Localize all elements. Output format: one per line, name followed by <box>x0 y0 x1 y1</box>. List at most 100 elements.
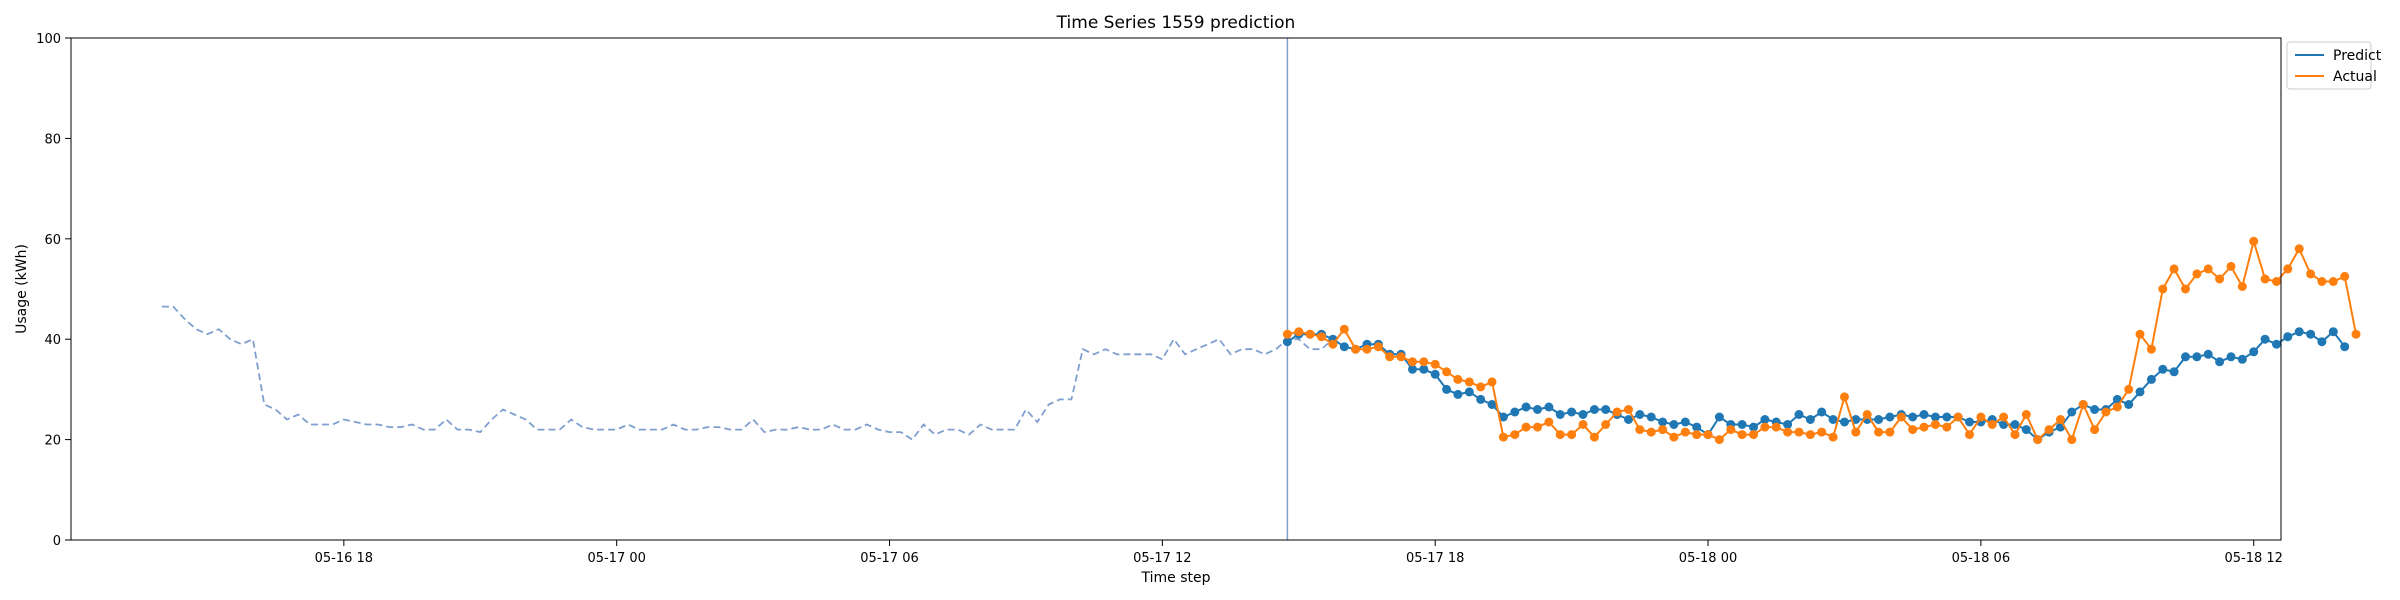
predict-point <box>2021 425 2031 435</box>
predict-point <box>2158 364 2168 374</box>
actual-point <box>1362 344 1372 354</box>
actual-point <box>1339 324 1349 334</box>
actual-point <box>1749 430 1758 440</box>
actual-point <box>1726 425 1736 435</box>
actual-point <box>1692 430 1702 440</box>
x-tick-label: 05-17 18 <box>1406 551 1464 566</box>
actual-point <box>1828 432 1838 442</box>
actual-point <box>1999 412 2009 422</box>
legend: Predict Actual <box>2286 41 2382 90</box>
predict-point <box>2340 342 2350 352</box>
predict-point <box>1498 412 1508 422</box>
actual-point <box>1567 430 1577 440</box>
actual-point <box>1794 427 1804 437</box>
predict-point <box>2124 400 2134 409</box>
predict-point <box>1624 415 1633 424</box>
chart-title: Time Series 1559 prediction <box>1056 13 1296 33</box>
series-marks <box>161 38 2361 540</box>
actual-point <box>1589 432 1599 442</box>
predict-point <box>2112 394 2122 404</box>
predict-point <box>1794 410 1804 419</box>
predict-point <box>1487 400 1497 409</box>
predict-point <box>1635 410 1645 419</box>
legend-predict-label: Predict <box>2333 48 2382 64</box>
actual-point <box>1521 422 1531 432</box>
predict-series-line <box>1286 330 2346 441</box>
actual-point <box>1862 410 1872 419</box>
predict-point <box>1851 415 1861 424</box>
x-tick-label: 05-18 12 <box>2224 551 2282 566</box>
predict-point <box>1601 405 1611 414</box>
actual-point <box>2203 264 2213 274</box>
predict-point <box>1510 407 1520 417</box>
predict-point <box>1714 412 1724 422</box>
y-tick-label: 0 <box>53 534 61 549</box>
predict-point <box>2306 329 2316 339</box>
actual-point <box>1351 344 1361 354</box>
actual-point <box>2124 384 2134 394</box>
actual-point <box>2033 435 2043 445</box>
predict-point <box>1692 422 1702 432</box>
actual-point <box>2112 402 2122 412</box>
actual-point <box>2181 284 2190 294</box>
y-tick-label: 20 <box>44 434 61 449</box>
actual-point <box>2226 261 2236 271</box>
actual-point <box>2340 271 2350 281</box>
predict-point <box>2192 352 2202 362</box>
actual-point <box>1760 422 1770 432</box>
predict-point <box>1589 405 1599 414</box>
actual-point <box>2067 435 2077 445</box>
actual-point <box>1737 430 1747 440</box>
actual-point <box>1419 357 1429 367</box>
predict-point <box>2215 357 2225 367</box>
actual-point <box>1714 435 1724 445</box>
actual-point <box>2169 264 2179 274</box>
predict-point <box>1567 407 1577 417</box>
actual-point <box>1851 427 1861 437</box>
actual-point <box>1385 352 1395 362</box>
actual-point <box>1783 427 1793 437</box>
actual-point <box>1498 432 1508 442</box>
predict-point <box>1680 417 1690 427</box>
actual-point <box>1965 430 1974 440</box>
actual-point <box>2078 400 2088 409</box>
actual-point <box>1328 339 1338 349</box>
predict-point <box>2010 420 2020 429</box>
predict-point <box>1408 364 1417 374</box>
actual-point <box>1874 427 1884 437</box>
plot-frame <box>70 37 2282 541</box>
x-tick-label: 05-17 06 <box>860 551 918 566</box>
actual-point <box>2158 284 2168 294</box>
predict-point <box>1669 420 1679 429</box>
actual-point <box>1942 422 1952 432</box>
legend-actual-label: Actual <box>2333 69 2377 85</box>
x-tick-label: 05-17 00 <box>587 551 645 566</box>
actual-point <box>2328 277 2338 286</box>
predict-point <box>1339 342 1349 352</box>
actual-point <box>1624 405 1633 414</box>
predict-point <box>1476 394 1486 404</box>
actual-point <box>2260 274 2270 284</box>
predict-point <box>2067 407 2077 417</box>
predict-point <box>1840 417 1849 427</box>
actual-point <box>1771 422 1781 432</box>
actual-point <box>1317 332 1326 342</box>
actual-point <box>2056 415 2065 424</box>
x-tick-label: 05-18 06 <box>1952 551 2010 566</box>
actual-point <box>2010 430 2020 440</box>
x-tick-label: 05-18 00 <box>1679 551 1737 566</box>
actual-point <box>2192 269 2202 279</box>
actual-point <box>2294 244 2304 254</box>
predict-point <box>2328 327 2338 337</box>
actual-point <box>1453 374 1463 384</box>
x-axis-label: Time step <box>1141 570 1211 586</box>
x-tick-label: 05-17 12 <box>1133 551 1191 566</box>
actual-point <box>1487 377 1497 387</box>
y-tick-label: 80 <box>44 132 61 147</box>
predict-point <box>1282 337 1292 347</box>
y-tick-label: 100 <box>36 32 61 47</box>
predict-point <box>2203 349 2213 359</box>
predict-point <box>2294 327 2304 337</box>
actual-point <box>2317 277 2327 286</box>
predict-point <box>2317 337 2327 347</box>
